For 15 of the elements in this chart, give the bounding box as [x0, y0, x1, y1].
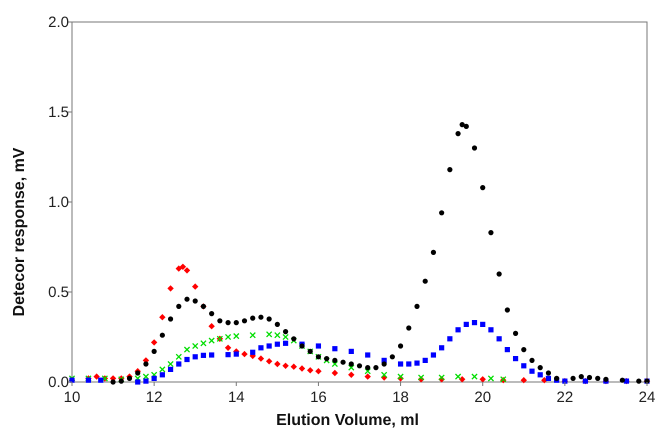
x-tick-label: 16 — [310, 389, 327, 406]
x-axis-title: Elution Volume, ml — [276, 412, 419, 429]
x-tick-label: 24 — [638, 389, 656, 406]
x-tick-label: 22 — [556, 389, 574, 406]
x-tick-label: 12 — [146, 389, 162, 406]
y-tick-label: 0.0 — [48, 374, 69, 391]
x-tick-label: 10 — [64, 389, 80, 406]
y-tick-label: 1.5 — [48, 104, 69, 121]
x-tick-label: 20 — [474, 389, 492, 406]
x-tick-label: 18 — [392, 389, 409, 406]
y-axis-title: Detecor response, mV — [11, 147, 28, 316]
y-tick-label: 0.5 — [48, 284, 69, 301]
x-tick-label: 14 — [228, 389, 245, 406]
y-tick-label: 2.0 — [48, 14, 69, 31]
y-tick-label: 1.0 — [48, 194, 69, 211]
